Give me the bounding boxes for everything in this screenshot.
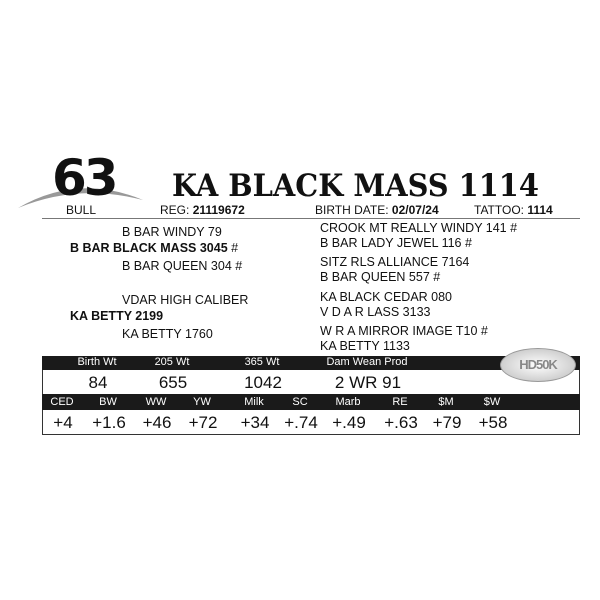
value: 1042 bbox=[244, 373, 282, 392]
epd-header-cell: BW bbox=[99, 396, 117, 408]
performance-header: Birth Wt 205 Wt 365 Wt Dam Wean Prod bbox=[42, 356, 580, 370]
epd-value-cell: +58 bbox=[478, 413, 508, 432]
birth-date-info: BIRTH DATE: 02/07/24 bbox=[315, 203, 439, 217]
sire-dam: B BAR QUEEN 304 # bbox=[122, 259, 243, 273]
header-205-wt: 205 Wt bbox=[154, 356, 190, 368]
ancestor: KA BLACK CEDAR 080 bbox=[320, 290, 453, 304]
epd-value-cell: +34 bbox=[240, 413, 270, 432]
value: 84 bbox=[88, 373, 108, 392]
epd-value-cell: +4 bbox=[53, 413, 73, 432]
sex-label: BULL bbox=[66, 203, 97, 217]
header-365-wt: 365 Wt bbox=[244, 356, 280, 368]
epd-value-cell: +.49 bbox=[332, 413, 366, 432]
ancestor: B BAR LADY JEWEL 116 # bbox=[320, 236, 472, 250]
animal-name: KA BLACK MASS 1114 bbox=[172, 168, 539, 204]
hd50k-badge: HD50K bbox=[500, 348, 576, 382]
ancestor: SITZ RLS ALLIANCE 7164 bbox=[320, 255, 470, 269]
header-dam-wean-prod: Dam Wean Prod bbox=[326, 356, 408, 368]
epd-value-cell: +79 bbox=[432, 413, 462, 432]
epd-header-cell: RE bbox=[392, 396, 408, 408]
dam-sire: VDAR HIGH CALIBER bbox=[122, 293, 249, 307]
epd-header-cell: YW bbox=[193, 396, 211, 408]
ancestor: B BAR QUEEN 557 # bbox=[320, 270, 441, 284]
value: 655 bbox=[158, 373, 188, 392]
epd-header: CED BW WW YW Milk SC Marb RE $M $W bbox=[42, 394, 580, 410]
epd-header-cell: Milk bbox=[244, 396, 264, 408]
epd-header-cell: CED bbox=[50, 396, 74, 408]
epd-header-cell: $M bbox=[438, 396, 454, 408]
reg-info: REG: 21119672 bbox=[160, 203, 245, 217]
epd-value-cell: +.74 bbox=[284, 413, 318, 432]
lot-number: 63 bbox=[52, 149, 119, 207]
epd-values: +4 +1.6 +46 +72 +34 +.74 +.49 +.63 +79 +58 bbox=[42, 410, 580, 435]
epd-value-cell: +.63 bbox=[384, 413, 418, 432]
epd-value-cell: +1.6 bbox=[92, 413, 126, 432]
epd-header-cell: SC bbox=[292, 396, 308, 408]
ancestor: CROOK MT REALLY WINDY 141 # bbox=[320, 221, 518, 235]
ancestor: V D A R LASS 3133 bbox=[320, 305, 431, 319]
epd-value-cell: +46 bbox=[142, 413, 172, 432]
epd-header-cell: $W bbox=[483, 396, 501, 408]
value: 2 WR 91 bbox=[334, 373, 402, 392]
header-birth-wt: Birth Wt bbox=[77, 356, 117, 368]
epd-header-cell: WW bbox=[145, 396, 167, 408]
dam: KA BETTY 2199 bbox=[70, 309, 164, 323]
performance-values: 84 655 1042 2 WR 91 bbox=[42, 370, 580, 394]
dam-dam: KA BETTY 1760 bbox=[122, 327, 213, 341]
ancestor: KA BETTY 1133 bbox=[320, 339, 410, 353]
sire-sire: B BAR WINDY 79 bbox=[122, 225, 222, 239]
divider bbox=[42, 218, 580, 219]
ancestor: W R A MIRROR IMAGE T10 # bbox=[320, 324, 488, 338]
epd-header-cell: Marb bbox=[335, 396, 361, 408]
tattoo-info: TATTOO: 1114 bbox=[474, 203, 553, 217]
sire: B BAR BLACK MASS 3045 # bbox=[70, 241, 239, 255]
epd-value-cell: +72 bbox=[188, 413, 218, 432]
swoosh-graphic bbox=[18, 188, 143, 208]
